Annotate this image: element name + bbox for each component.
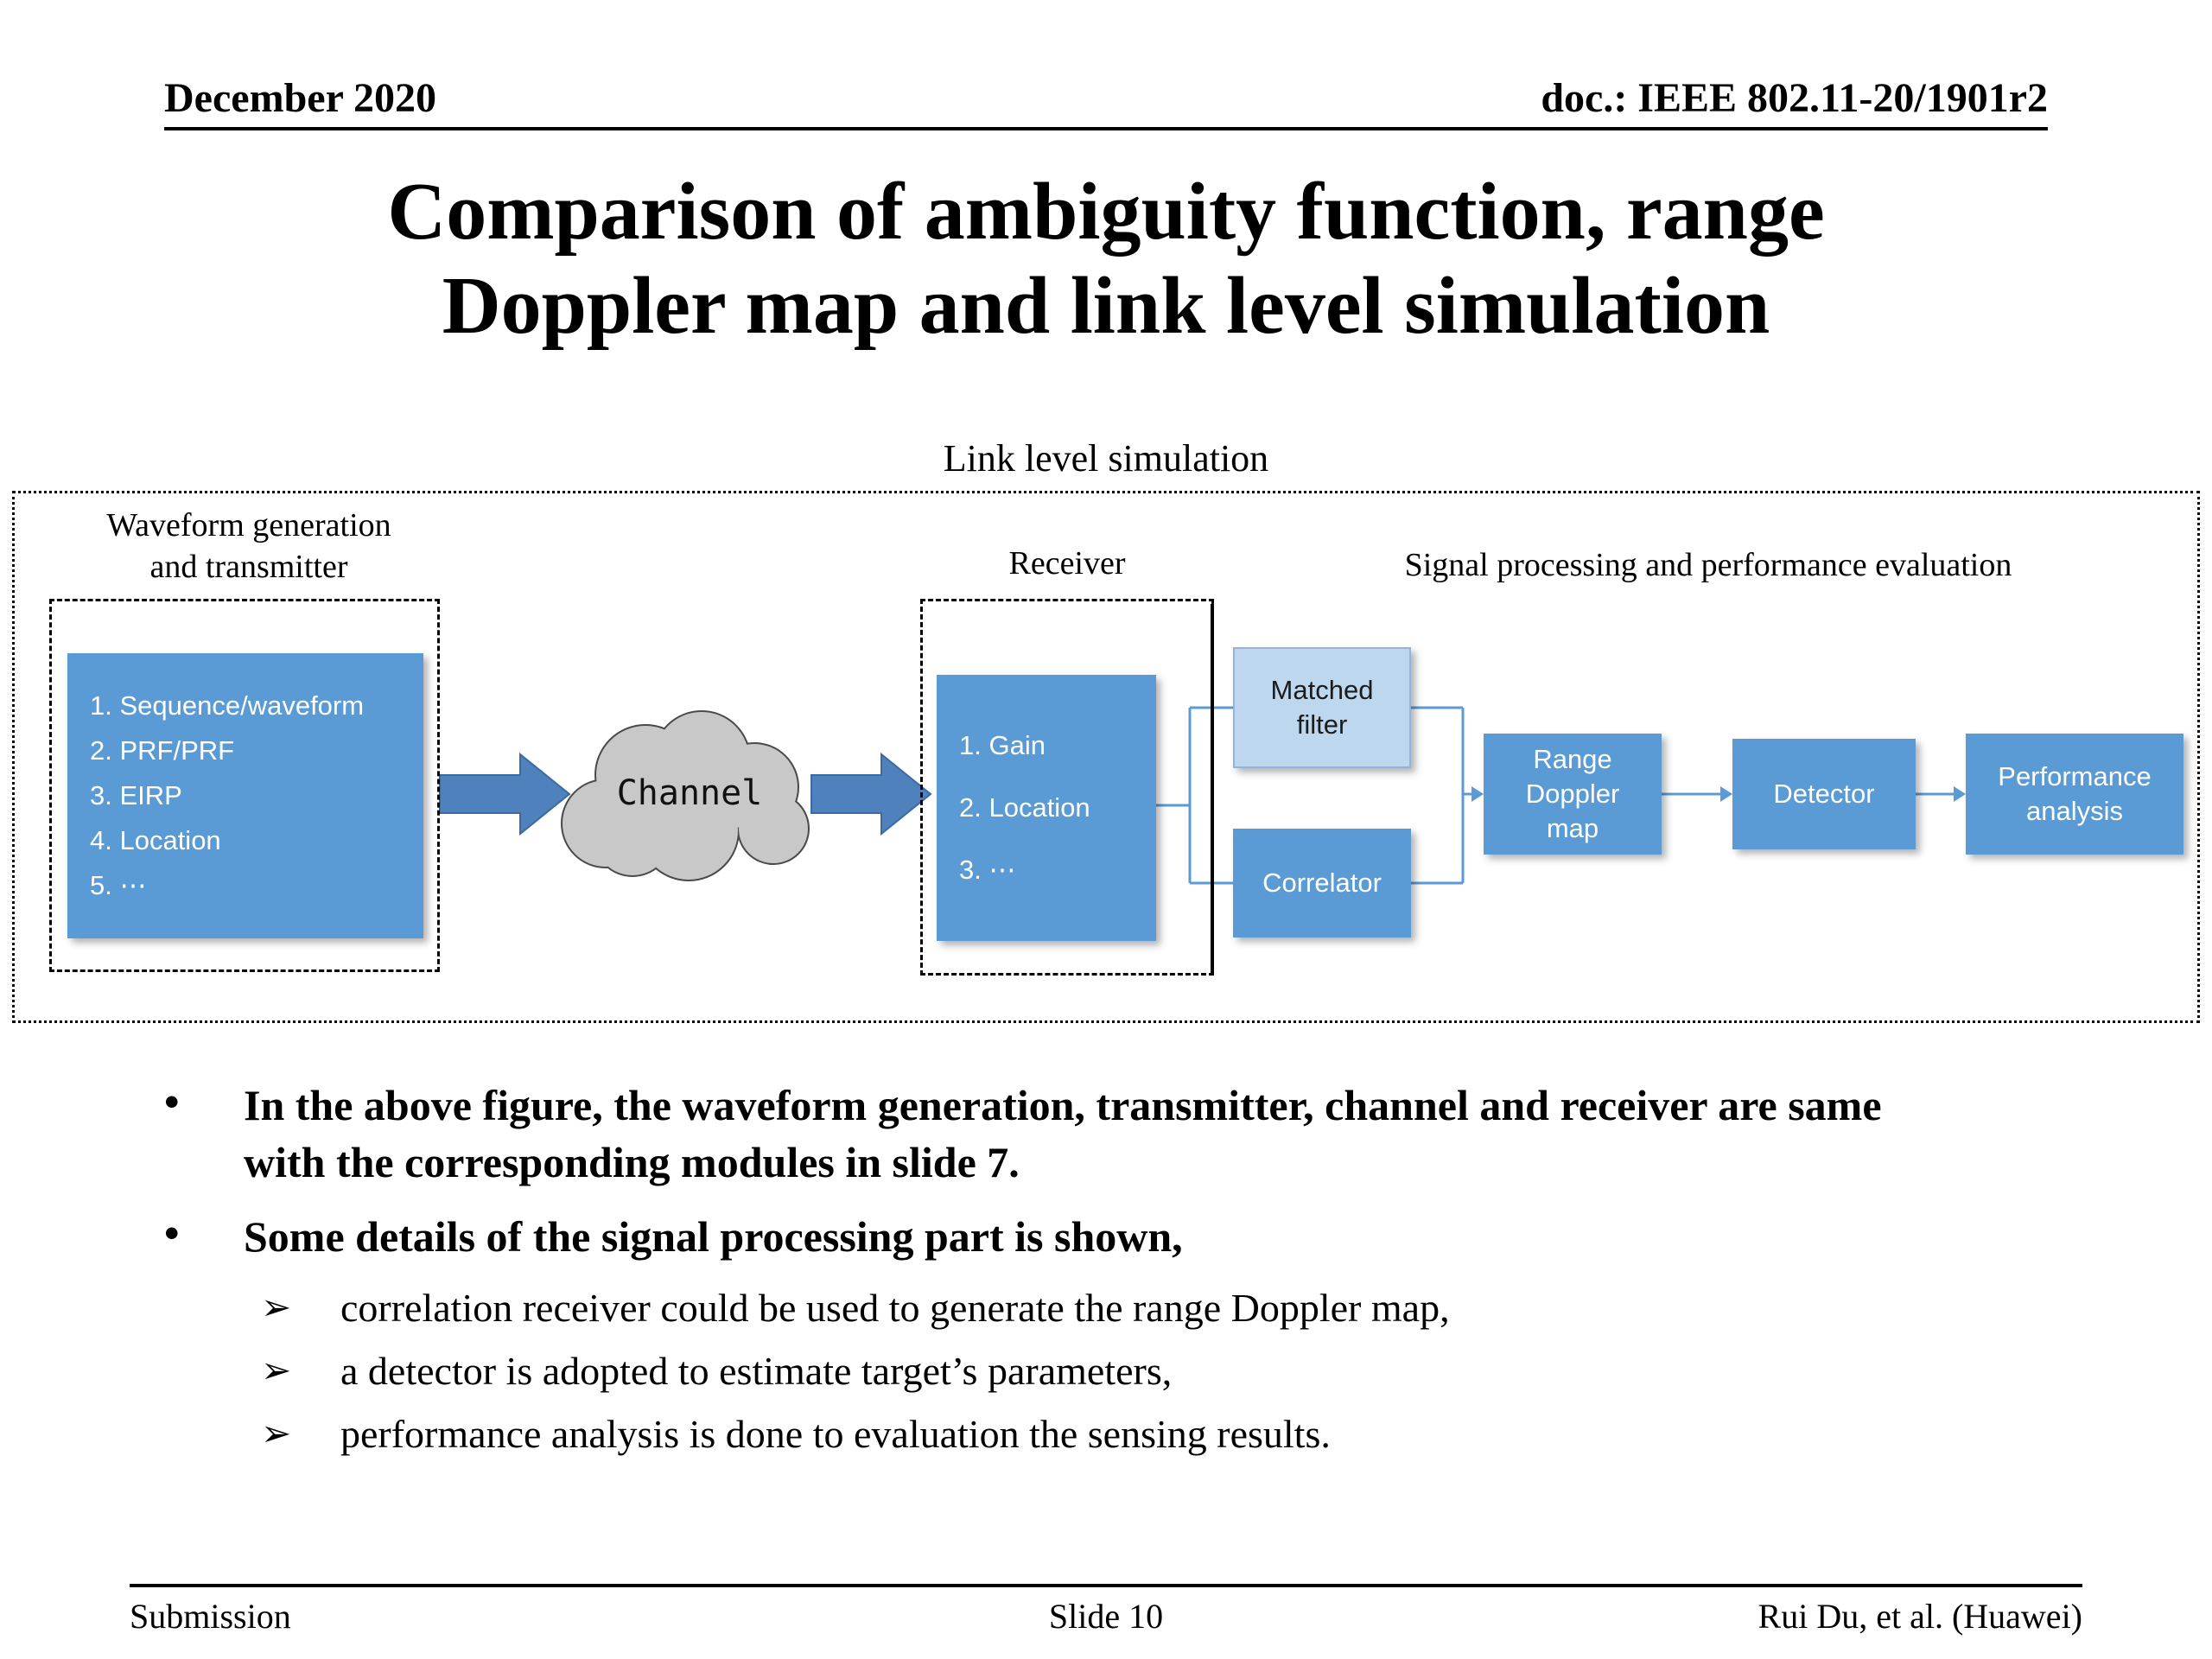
bullet-list: • In the above figure, the waveform gene… xyxy=(164,1077,2065,1460)
header-date: December 2020 xyxy=(164,75,436,121)
footer: Submission Slide 10 Rui Du, et al. (Huaw… xyxy=(130,1584,2082,1637)
sub-bullet-item: ➢ a detector is adopted to estimate targ… xyxy=(261,1345,2065,1398)
footer-author: Rui Du, et al. (Huawei) xyxy=(1758,1597,2082,1636)
page-title: Comparison of ambiguity function, range … xyxy=(387,167,1825,352)
channel-to-rx-arrow-icon xyxy=(810,752,932,836)
diagram-caption: Link level simulation xyxy=(943,437,1269,480)
sub-bullet-marker: ➢ xyxy=(261,1288,292,1329)
correlator-box: Correlator xyxy=(1233,829,1411,938)
sub-bullet-item: ➢ performance analysis is done to evalua… xyxy=(261,1408,2065,1461)
footer-slide-number: Slide 10 xyxy=(1048,1597,1164,1636)
sub-bullet-marker: ➢ xyxy=(261,1414,292,1454)
matched-filter-box: Matched filter xyxy=(1233,647,1411,769)
sub-bullet-text: performance analysis is done to evaluati… xyxy=(340,1411,1331,1456)
signal-flow-lines-icon xyxy=(1154,706,1954,885)
receiver-item: 1. Gain xyxy=(959,730,1046,761)
transmitter-item: 3. EIRP xyxy=(90,780,182,811)
receiver-sp-divider xyxy=(1211,604,1214,976)
receiver-item: 2. Location xyxy=(959,792,1090,823)
channel-cloud-icon xyxy=(561,710,810,882)
bullet-marker: • xyxy=(164,1077,180,1127)
footer-submission: Submission xyxy=(130,1597,291,1636)
range-doppler-map-box: Range Doppler map xyxy=(1484,734,1662,855)
transmitter-item: 4. Location xyxy=(90,825,221,856)
sub-bullet-text: correlation receiver could be used to ge… xyxy=(340,1286,1450,1331)
transmitter-box: 1. Sequence/waveform 2. PRF/PRF 3. EIRP … xyxy=(67,653,423,939)
performance-analysis-box: Performance analysis xyxy=(1966,734,2183,855)
header-doc-number: doc.: IEEE 802.11-20/1901r2 xyxy=(1541,75,2048,121)
receiver-box: 1. Gain 2. Location 3. ⋯ xyxy=(937,675,1156,942)
transmitter-dashed-box: 1. Sequence/waveform 2. PRF/PRF 3. EIRP … xyxy=(49,599,440,973)
flow-arrowheads-icon xyxy=(1471,786,1966,803)
bullet-item: • Some details of the signal processing … xyxy=(164,1208,2065,1265)
channel-label: Channel xyxy=(616,773,763,814)
transmitter-item: 1. Sequence/waveform xyxy=(90,690,365,721)
diagram-graphics xyxy=(439,706,1966,885)
receiver-label: Receiver xyxy=(1008,545,1126,582)
receiver-item: 3. ⋯ xyxy=(959,855,1016,886)
waveform-transmitter-label: Waveform generation and transmitter xyxy=(106,507,391,585)
bullet-text: In the above figure, the waveform genera… xyxy=(244,1081,1882,1187)
transmitter-item: 5. ⋯ xyxy=(90,870,147,901)
bullet-text: Some details of the signal processing pa… xyxy=(244,1212,1183,1262)
tx-to-channel-arrow-icon xyxy=(439,752,571,836)
sub-bullet-item: ➢ correlation receiver could be used to … xyxy=(261,1282,2065,1335)
bullet-item: • In the above figure, the waveform gene… xyxy=(164,1077,2065,1191)
signal-processing-label: Signal processing and performance evalua… xyxy=(1404,547,2012,584)
detector-box: Detector xyxy=(1732,739,1916,850)
link-level-simulation-frame: Waveform generation and transmitter 1. S… xyxy=(12,491,2200,1024)
header: December 2020 doc.: IEEE 802.11-20/1901r… xyxy=(164,74,2048,130)
transmitter-item: 2. PRF/PRF xyxy=(90,735,235,766)
sub-bullet-marker: ➢ xyxy=(261,1351,292,1391)
receiver-dashed-box: 1. Gain 2. Location 3. ⋯ xyxy=(920,599,1214,976)
sub-bullet-text: a detector is adopted to estimate target… xyxy=(340,1348,1173,1393)
bullet-marker: • xyxy=(164,1209,180,1258)
